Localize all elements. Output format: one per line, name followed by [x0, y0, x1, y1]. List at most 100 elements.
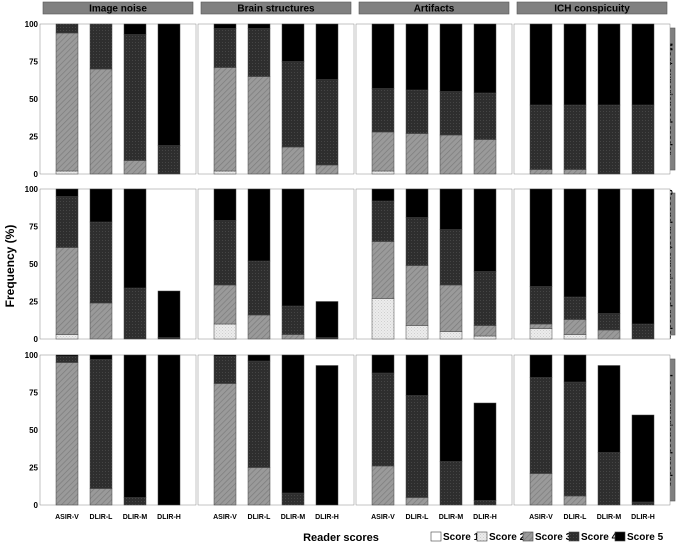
bar-segment-score-4	[55, 23, 79, 34]
bar-segment-score-3	[439, 284, 463, 332]
bar-segment-score-4	[247, 260, 271, 316]
bar-segment-score-4	[631, 104, 655, 175]
bar-segment-score-4	[123, 287, 147, 340]
bar-segment-score-5	[405, 23, 429, 91]
bar-segment-score-5	[281, 354, 305, 494]
bar-segment-score-5	[281, 188, 305, 307]
bar-segment-score-5	[55, 188, 79, 197]
bar-segment-score-2	[213, 170, 237, 175]
bar-segment-score-5	[371, 354, 395, 374]
y-axis-labels: 0 25 50 75 100 0 25 50 75 100 0 25 50 75 100	[25, 20, 39, 510]
legend-label-score-2: Score 2	[489, 532, 526, 543]
bar-segment-score-5	[597, 23, 621, 106]
bar-segment-score-5	[213, 188, 237, 221]
bar-segment-score-2	[405, 325, 429, 340]
bar-segment-score-4	[89, 359, 113, 489]
legend-label-score-4: Score 4	[581, 532, 618, 543]
column-header-ich-conspicuity: ICH conspicuity	[554, 4, 630, 15]
bar-segment-score-4	[213, 28, 237, 68]
bar-segment-score-3	[405, 265, 429, 326]
bar-segment-score-4	[157, 145, 181, 175]
bar-segment-score-4	[405, 395, 429, 498]
bar-segment-score-5	[157, 290, 181, 338]
column-header-brain-structures: Brain structures	[237, 4, 315, 15]
bar-segment-score-5	[315, 23, 339, 80]
bar-segment-score-5	[213, 354, 237, 357]
bar-segment-score-4	[473, 271, 497, 326]
column-header-box-image-noise	[42, 1, 194, 15]
bar-segment-score-4	[529, 104, 553, 170]
bar-segment-score-4	[123, 34, 147, 161]
bar-segment-score-5	[89, 354, 113, 360]
bar-segment-score-5	[315, 365, 339, 506]
bar-segment-score-3	[315, 164, 339, 175]
y-tick-label: 25	[29, 464, 38, 473]
bar-segment-score-3	[563, 495, 587, 506]
bar-segment-score-5	[529, 354, 553, 378]
y-tick-label: 50	[29, 95, 38, 104]
legend-swatch-score-4	[568, 531, 580, 542]
bar-segment-score-3	[281, 146, 305, 175]
y-tick-label: 25	[29, 133, 38, 142]
bar-segment-score-4	[405, 217, 429, 266]
bar-segment-score-5	[473, 23, 497, 94]
y-tick-label: 75	[29, 58, 38, 67]
y-tick-label: 75	[29, 223, 38, 232]
bar-segment-score-3	[213, 67, 237, 172]
x-tick-label-dlir-h: DLIR-H	[315, 514, 339, 521]
bar-segment-score-5	[439, 354, 463, 462]
bar-segment-score-5	[123, 354, 147, 498]
bar-segment-score-4	[55, 196, 79, 248]
bar-segment-score-4	[371, 200, 395, 242]
legend-swatch-score-1	[430, 531, 442, 542]
bar-segment-score-3	[473, 139, 497, 175]
bar-segment-score-4	[439, 229, 463, 286]
bar-segment-score-3	[371, 465, 395, 506]
x-tick-labels: ASIR-V DLIR-L DLIR-M DLIR-H ASIR-V DLIR-L DLIR…	[55, 514, 655, 521]
bar-segment-score-4	[371, 372, 395, 467]
bar-segment-score-2	[55, 334, 79, 340]
bars-layer	[39, 23, 671, 506]
legend-label-score-1: Score 1	[443, 532, 480, 543]
bar-segment-score-3	[55, 247, 79, 335]
bar-segment-score-3	[55, 362, 79, 506]
column-header-box-ich-conspicuity	[516, 1, 668, 15]
bar-segment-score-5	[597, 188, 621, 314]
bar-segment-score-5	[631, 414, 655, 503]
bar-segment-score-4	[597, 104, 621, 175]
bar-segment-score-4	[123, 497, 147, 506]
bar-segment-score-3	[89, 302, 113, 340]
x-tick-label-asir-v: ASIR-V	[371, 514, 395, 521]
column-header-image-noise: Image noise	[89, 4, 147, 15]
y-tick-label: 100	[25, 351, 39, 360]
bar-segment-score-4	[281, 492, 305, 506]
x-tick-label-asir-v: ASIR-V	[55, 514, 79, 521]
x-tick-label-dlir-h: DLIR-H	[157, 514, 181, 521]
bar-segment-score-4	[473, 500, 497, 506]
bar-segment-score-4	[529, 377, 553, 474]
bar-segment-score-5	[123, 23, 147, 35]
bar-segment-score-4	[563, 381, 587, 497]
bar-segment-score-3	[371, 241, 395, 299]
bar-segment-score-5	[473, 402, 497, 501]
x-tick-label-dlir-l: DLIR-L	[248, 514, 272, 521]
bar-segment-score-4	[439, 91, 463, 136]
bar-segment-score-3	[281, 334, 305, 340]
x-tick-label-dlir-m: DLIR-M	[597, 514, 622, 521]
x-tick-label-dlir-l: DLIR-L	[564, 514, 588, 521]
bar-segment-score-4	[631, 501, 655, 506]
legend: Score 1 Score 2 Score 3 Score 4 Score 5	[430, 531, 664, 543]
column-header-box-artifacts	[358, 1, 510, 15]
bar-segment-score-3	[213, 383, 237, 506]
bar-segment-score-5	[563, 188, 587, 298]
bar-segment-score-5	[631, 188, 655, 325]
bar-segment-score-3	[405, 497, 429, 506]
bar-segment-score-5	[439, 23, 463, 92]
y-tick-label: 50	[29, 426, 38, 435]
bar-segment-score-3	[563, 319, 587, 335]
x-tick-label-dlir-m: DLIR-M	[123, 514, 148, 521]
y-tick-label: 0	[34, 335, 39, 344]
bar-segment-score-3	[529, 323, 553, 329]
x-tick-label-asir-v: ASIR-V	[213, 514, 237, 521]
